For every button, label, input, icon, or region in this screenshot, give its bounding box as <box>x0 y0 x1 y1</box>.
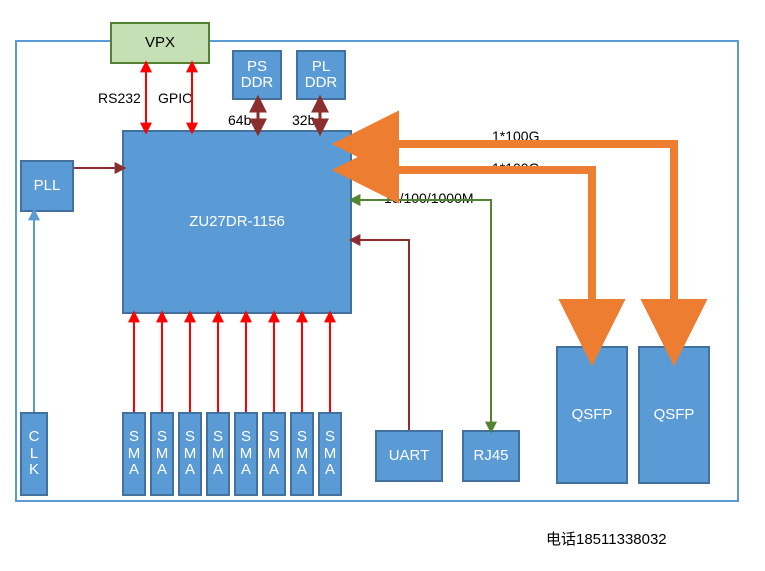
block-sma6: S M A <box>290 412 314 496</box>
block-psddr: PS DDR <box>232 50 282 100</box>
label-eth: 10/100/1000M <box>384 190 474 206</box>
label-64b: 64b <box>228 112 251 128</box>
label-gpio: GPIO <box>158 90 193 106</box>
block-sma1: S M A <box>150 412 174 496</box>
block-soc: ZU27DR-1156 <box>122 130 352 314</box>
label-100g-2: 1*100G <box>492 160 539 176</box>
diagram-stage: VPX PS DDR PL DDR PLL ZU27DR-1156 C L K … <box>0 0 765 571</box>
block-rj45: RJ45 <box>462 430 520 482</box>
block-sma7: S M A <box>318 412 342 496</box>
label-rs232: RS232 <box>98 90 141 106</box>
block-sma2: S M A <box>178 412 202 496</box>
block-sma4: S M A <box>234 412 258 496</box>
label-100g-1: 1*100G <box>492 128 539 144</box>
block-sma0: S M A <box>122 412 146 496</box>
block-sma3: S M A <box>206 412 230 496</box>
block-qsfp2: QSFP <box>638 346 710 484</box>
block-vpx: VPX <box>110 22 210 64</box>
block-qsfp1: QSFP <box>556 346 628 484</box>
block-uart: UART <box>375 430 443 482</box>
block-clk: C L K <box>20 412 48 496</box>
block-pll: PLL <box>20 160 74 212</box>
label-32b: 32b <box>292 112 315 128</box>
block-sma5: S M A <box>262 412 286 496</box>
block-plddr: PL DDR <box>296 50 346 100</box>
footer-phone: 电话18511338032 <box>546 528 667 549</box>
